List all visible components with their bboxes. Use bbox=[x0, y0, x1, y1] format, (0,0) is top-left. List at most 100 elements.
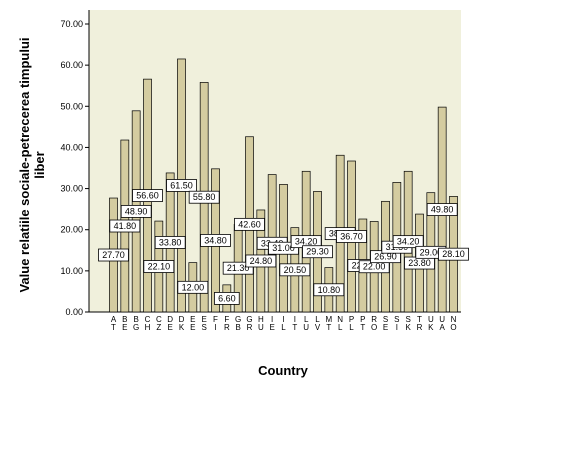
x-tick-label: T bbox=[292, 323, 297, 332]
data-label: 33.80 bbox=[154, 236, 186, 249]
data-label-text: 34.20 bbox=[295, 237, 318, 247]
data-label: 42.60 bbox=[234, 217, 265, 231]
data-label-box bbox=[279, 263, 311, 277]
x-tick-label: K bbox=[428, 323, 434, 332]
data-label-text: 34.20 bbox=[397, 237, 420, 247]
x-tick-label: O bbox=[371, 323, 377, 332]
x-tick-label: L bbox=[315, 315, 320, 324]
x-tick-label: B bbox=[133, 315, 138, 324]
data-label-text: 27.70 bbox=[102, 250, 125, 260]
data-label-text: 24.80 bbox=[250, 256, 273, 266]
data-label-box bbox=[109, 219, 141, 233]
y-tick-label: 10.00 bbox=[60, 266, 83, 276]
data-label-box bbox=[426, 203, 458, 216]
x-tick-label: I bbox=[396, 323, 398, 332]
data-labels: 27.70 41.80 48.90 56.60 22.10 33.80 61.50 12.00… bbox=[98, 179, 469, 305]
data-label: 12.00 bbox=[177, 280, 209, 294]
x-tick-label: E bbox=[190, 323, 195, 332]
x-tick-label: E bbox=[269, 323, 274, 332]
data-label: 23.80 bbox=[404, 256, 435, 270]
data-label-box bbox=[132, 189, 163, 202]
data-label: 22.10 bbox=[143, 260, 175, 273]
y-axis-title: Value relatiile sociale-petrecerea timpu… bbox=[17, 37, 47, 292]
x-tick-label: F bbox=[213, 315, 218, 324]
data-label-box bbox=[438, 247, 469, 261]
data-label: 41.80 bbox=[109, 219, 141, 233]
x-tick-label: R bbox=[224, 323, 230, 332]
x-tick-label: S bbox=[405, 315, 410, 324]
x-tick-label: R bbox=[371, 315, 377, 324]
data-label: 27.70 bbox=[98, 248, 129, 262]
data-label: 29.30 bbox=[302, 245, 333, 259]
x-axis: ATBEBGCHCZDEDKEEESFIFRGBGRHUIEILITLULVMT… bbox=[111, 315, 457, 332]
x-tick-label: L bbox=[281, 323, 286, 332]
x-tick-label: H bbox=[145, 323, 151, 332]
data-label-box bbox=[313, 283, 345, 297]
data-label-box bbox=[336, 230, 367, 243]
data-label-text: 26.90 bbox=[374, 252, 397, 262]
x-tick-label: S bbox=[394, 315, 399, 324]
data-label: 24.80 bbox=[245, 254, 277, 268]
data-label-text: 41.80 bbox=[114, 221, 137, 231]
data-label-text: 31.00 bbox=[272, 243, 295, 253]
x-tick-label: T bbox=[111, 323, 116, 332]
x-tick-label: L bbox=[349, 323, 354, 332]
x-tick-label: K bbox=[405, 323, 411, 332]
data-label-text: 48.90 bbox=[125, 206, 148, 216]
x-tick-label: V bbox=[315, 323, 321, 332]
data-label-box bbox=[200, 234, 231, 247]
x-tick-label: G bbox=[133, 323, 139, 332]
data-label-box bbox=[302, 245, 333, 259]
x-tick-label: M bbox=[325, 315, 332, 324]
x-tick-label: D bbox=[167, 315, 173, 324]
data-label-box bbox=[188, 190, 220, 204]
x-tick-label: C bbox=[145, 315, 151, 324]
data-label-text: 29.00 bbox=[420, 247, 443, 257]
data-label: 10.80 bbox=[313, 283, 345, 297]
data-label-box bbox=[120, 205, 152, 218]
y-tick-label: 40.00 bbox=[60, 142, 83, 152]
x-tick-label: G bbox=[246, 315, 252, 324]
data-label-box bbox=[245, 254, 277, 268]
data-label-text: 12.00 bbox=[182, 282, 205, 292]
x-tick-label: N bbox=[451, 315, 457, 324]
data-label: 55.80 bbox=[188, 190, 220, 204]
x-tick-label: P bbox=[349, 315, 354, 324]
data-label-box bbox=[234, 217, 265, 231]
data-label: 28.10 bbox=[438, 247, 469, 261]
y-tick-label: 70.00 bbox=[60, 19, 83, 29]
x-tick-label: B bbox=[235, 323, 240, 332]
x-tick-label: P bbox=[360, 315, 365, 324]
data-label: 6.60 bbox=[214, 292, 240, 305]
y-tick-label: 20.00 bbox=[60, 225, 83, 235]
data-label: 49.80 bbox=[426, 203, 458, 216]
data-label-text: 49.80 bbox=[431, 205, 454, 215]
data-label: 56.60 bbox=[132, 189, 163, 202]
data-label-box bbox=[392, 235, 424, 249]
x-tick-label: A bbox=[439, 323, 445, 332]
x-tick-label: U bbox=[439, 315, 445, 324]
data-label-text: 56.60 bbox=[136, 191, 159, 201]
x-tick-label: S bbox=[383, 315, 388, 324]
x-tick-label: U bbox=[303, 323, 309, 332]
x-tick-label: O bbox=[450, 323, 456, 332]
data-label-text: 61.50 bbox=[170, 180, 193, 190]
data-label-text: 29.30 bbox=[306, 247, 329, 257]
data-label-text: 21.30 bbox=[227, 263, 250, 273]
x-tick-label: E bbox=[201, 315, 206, 324]
data-label-text: 34.80 bbox=[204, 235, 227, 245]
x-tick-label: R bbox=[417, 323, 423, 332]
data-label: 20.50 bbox=[279, 263, 311, 277]
x-axis-title: Country bbox=[258, 363, 309, 378]
data-label-text: 10.80 bbox=[318, 285, 341, 295]
data-label-text: 23.80 bbox=[408, 258, 431, 268]
x-tick-label: T bbox=[326, 323, 331, 332]
data-label-text: 22.00 bbox=[363, 262, 386, 272]
x-tick-label: I bbox=[282, 315, 284, 324]
x-tick-label: L bbox=[304, 315, 309, 324]
x-tick-label: I bbox=[294, 315, 296, 324]
data-label: 61.50 bbox=[166, 179, 197, 192]
data-label-text: 28.10 bbox=[442, 249, 465, 259]
x-tick-label: F bbox=[224, 315, 229, 324]
